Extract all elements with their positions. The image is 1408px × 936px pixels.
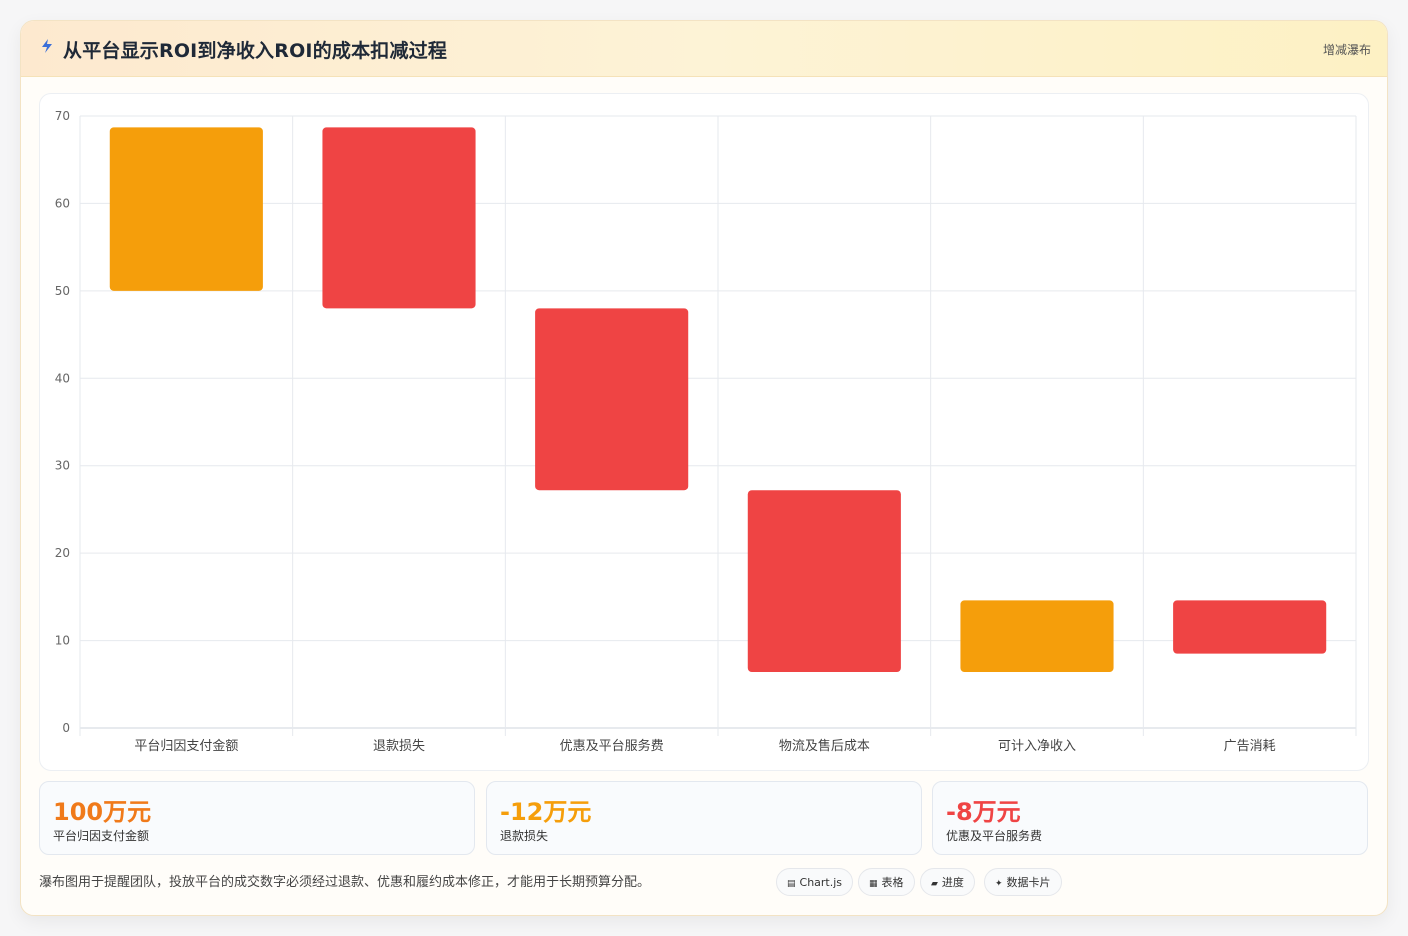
pill-label: Chart.js — [799, 876, 843, 889]
waterfall-bar — [1173, 600, 1327, 654]
chart-icon: ▤ — [787, 879, 796, 889]
waterfall-bar — [960, 600, 1114, 673]
x-tick-label: 物流及售后成本 — [779, 738, 870, 754]
lightning-icon — [42, 39, 52, 53]
metric-value: -12万元 — [500, 798, 592, 826]
x-tick-label: 可计入净收入 — [998, 739, 1076, 754]
metric-card: -12万元 退款损失 — [486, 781, 922, 855]
waterfall-chart: 0 10 20 30 40 50 60 70 平台归因支付金额 退款损失 优惠及平台服务费 物流及售后… — [55, 109, 1357, 754]
metric-label: 退款损失 — [500, 829, 549, 843]
metric-label: 平台归因支付金额 — [53, 829, 150, 843]
data-card-pill[interactable]: ✦ 数据卡片 — [984, 868, 1062, 896]
chart-title: 从平台显示ROI到净收入ROI的成本扣减过程 — [63, 40, 448, 62]
y-tick-label: 40 — [55, 371, 70, 385]
waterfall-bar — [747, 490, 901, 673]
table-pill[interactable]: ▦ 表格 — [858, 868, 915, 896]
pill-label: 进度 — [941, 876, 964, 889]
waterfall-bar — [109, 127, 263, 291]
y-tick-label: 10 — [55, 634, 70, 648]
metric-value: 100万元 — [53, 798, 152, 826]
chartjs-pill[interactable]: ▤ Chart.js — [776, 868, 854, 896]
card-header: 从平台显示ROI到净收入ROI的成本扣减过程 增减瀑布 — [21, 21, 1387, 77]
x-tick-label: 平台归因支付金额 — [134, 738, 238, 754]
waterfall-bar — [322, 127, 476, 309]
x-tick-label: 广告消耗 — [1224, 739, 1276, 754]
metric-card: 100万元 平台归因支付金额 — [39, 781, 475, 855]
y-tick-label: 0 — [62, 721, 70, 735]
chart-type-tag: 增减瀑布 — [1322, 43, 1371, 57]
sparkle-icon: ✦ — [995, 879, 1003, 889]
chart-card: 从平台显示ROI到净收入ROI的成本扣减过程 增减瀑布 0 10 20 30 40 50 6… — [20, 20, 1388, 916]
y-tick-label: 70 — [55, 109, 70, 123]
x-tick-label: 退款损失 — [373, 739, 425, 754]
metric-label: 优惠及平台服务费 — [946, 829, 1043, 843]
metric-card: -8万元 优惠及平台服务费 — [932, 781, 1368, 855]
y-tick-label: 60 — [55, 196, 70, 210]
footnote: 瀑布图用于提醒团队，投放平台的成交数字必须经过退款、优惠和履约成本修正，才能用于… — [39, 875, 651, 890]
pill-label: 数据卡片 — [1006, 876, 1051, 889]
table-icon: ▦ — [869, 879, 878, 889]
pill-label: 表格 — [881, 876, 904, 889]
x-tick-label: 优惠及平台服务费 — [560, 738, 664, 754]
progress-pill[interactable]: ▰ 进度 — [920, 868, 975, 896]
y-tick-label: 20 — [55, 546, 70, 560]
waterfall-bar — [535, 308, 689, 491]
chart-panel: 0 10 20 30 40 50 60 70 平台归因支付金额 退款损失 优惠及平台服务费 物流及售后… — [39, 93, 1369, 771]
y-tick-label: 30 — [55, 459, 70, 473]
metric-value: -8万元 — [946, 798, 1021, 826]
y-tick-label: 50 — [55, 284, 70, 298]
progress-icon: ▰ — [931, 879, 938, 889]
